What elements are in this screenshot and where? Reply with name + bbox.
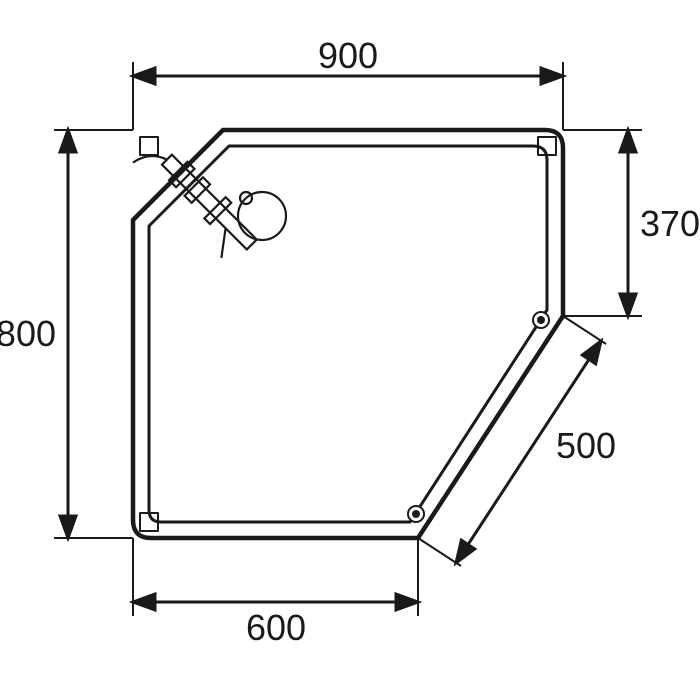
dim-diag-label: 500	[556, 425, 616, 466]
enclosure-inner	[140, 137, 556, 531]
enclosure-outer	[133, 130, 563, 538]
shower-plan-drawing: 900 800 600 370 500	[0, 0, 700, 700]
dim-right-label: 370	[640, 203, 700, 244]
dimension-text: 900 800 600 370 500	[0, 35, 700, 648]
dim-left-label: 800	[0, 313, 56, 354]
dim-top-label: 900	[318, 35, 378, 76]
dim-bottom-label: 600	[246, 607, 306, 648]
